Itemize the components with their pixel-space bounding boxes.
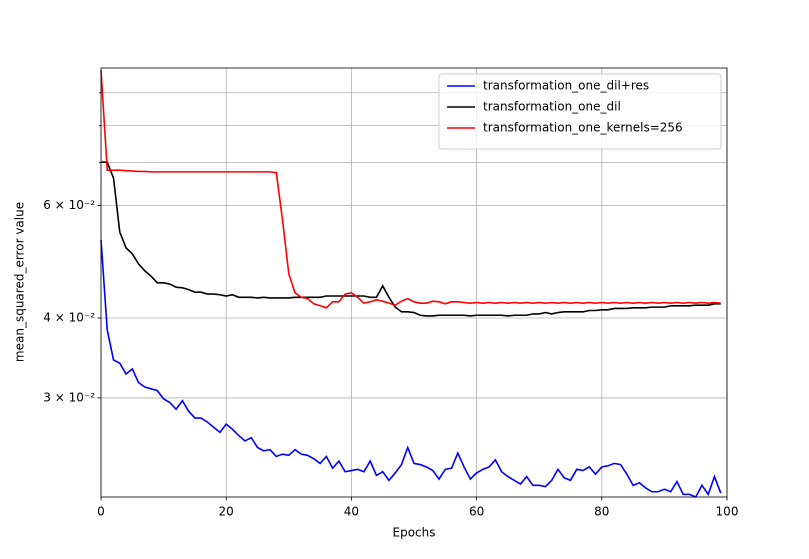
data-layer [100, 70, 722, 499]
x-tick-label: 60 [469, 505, 484, 519]
legend-label: transformation_one_dil [483, 100, 621, 114]
x-tick-label: 100 [716, 505, 739, 519]
x-tick-label: 80 [594, 505, 609, 519]
legend-box [438, 73, 722, 150]
series-line [100, 239, 722, 499]
y-tick-label: 4 × 10⁻² [43, 311, 95, 325]
series-line [100, 70, 721, 309]
x-axis-label: Epochs [393, 526, 436, 540]
x-tick-label: 40 [344, 505, 359, 519]
legend-label: transformation_one_dil+res [483, 79, 649, 93]
series-line [101, 161, 721, 317]
y-tick-label: 6 × 10⁻² [43, 198, 95, 212]
x-tick-label: 0 [97, 505, 105, 519]
legend: transformation_one_dil+res transformation… [438, 73, 722, 150]
plot-frame [100, 67, 728, 498]
y-axis-label: mean_squared_error value [13, 202, 27, 362]
x-tick-label: 20 [219, 505, 234, 519]
legend-label: transformation_one_kernels=256 [483, 121, 683, 135]
y-tick-label: 3 × 10⁻² [43, 390, 95, 404]
